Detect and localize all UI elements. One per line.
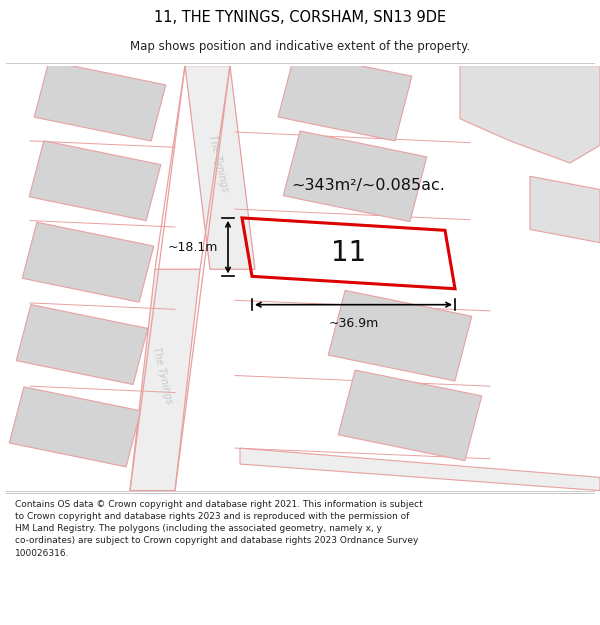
Text: ~343m²/~0.085ac.: ~343m²/~0.085ac. [292, 177, 445, 192]
Polygon shape [240, 448, 600, 491]
Polygon shape [283, 131, 427, 222]
Text: Map shows position and indicative extent of the property.: Map shows position and indicative extent… [130, 41, 470, 53]
Polygon shape [530, 176, 600, 242]
Polygon shape [185, 66, 255, 269]
Polygon shape [130, 269, 200, 491]
Text: The Tynings: The Tynings [206, 133, 229, 192]
Polygon shape [16, 304, 148, 384]
Polygon shape [9, 387, 141, 467]
Polygon shape [328, 291, 472, 381]
Polygon shape [22, 222, 154, 302]
Text: Contains OS data © Crown copyright and database right 2021. This information is : Contains OS data © Crown copyright and d… [15, 500, 423, 558]
Text: The Tynings: The Tynings [151, 346, 173, 405]
Polygon shape [338, 370, 482, 461]
Text: 11: 11 [331, 239, 366, 268]
Polygon shape [29, 141, 161, 221]
Polygon shape [278, 52, 412, 141]
Text: ~36.9m: ~36.9m [328, 317, 379, 330]
Polygon shape [34, 61, 166, 141]
Polygon shape [460, 66, 600, 163]
Text: ~18.1m: ~18.1m [167, 241, 218, 254]
Text: 11, THE TYNINGS, CORSHAM, SN13 9DE: 11, THE TYNINGS, CORSHAM, SN13 9DE [154, 10, 446, 25]
